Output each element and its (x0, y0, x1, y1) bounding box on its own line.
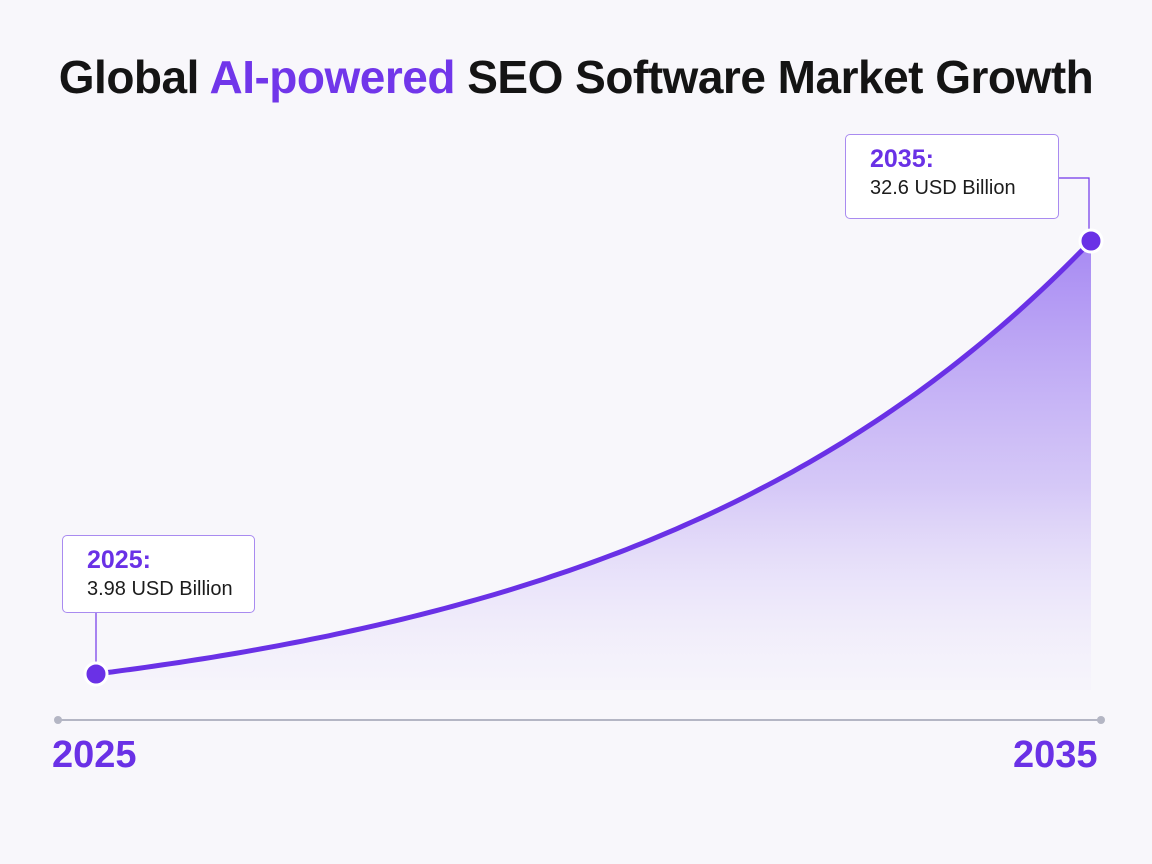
chart-title: Global AI-powered SEO Software Market Gr… (0, 50, 1152, 104)
title-suffix: SEO Software Market Growth (454, 51, 1094, 103)
callout-2025-value: 3.98 USD Billion (87, 578, 233, 600)
callout-2035: 2035: 32.6 USD Billion (845, 134, 1059, 219)
growth-area-fill (96, 241, 1091, 690)
callout-2025: 2025: 3.98 USD Billion (62, 535, 255, 613)
data-point-2025 (83, 661, 109, 687)
callout-2025-year: 2025: (87, 546, 151, 574)
x-axis-end-left (54, 716, 62, 724)
x-axis-end-right (1097, 716, 1105, 724)
callout-2035-value: 32.6 USD Billion (870, 177, 1016, 199)
growth-line (93, 238, 1094, 677)
title-prefix: Global (58, 51, 210, 103)
callout-2035-year: 2035: (870, 145, 934, 173)
x-tick-label-end: 2035 (1013, 734, 1098, 776)
title-accent: AI-powered (209, 51, 455, 103)
callout-leader-2035 (1059, 177, 1090, 230)
data-point-2035 (1078, 228, 1104, 254)
x-tick-label-start: 2025 (52, 734, 137, 776)
